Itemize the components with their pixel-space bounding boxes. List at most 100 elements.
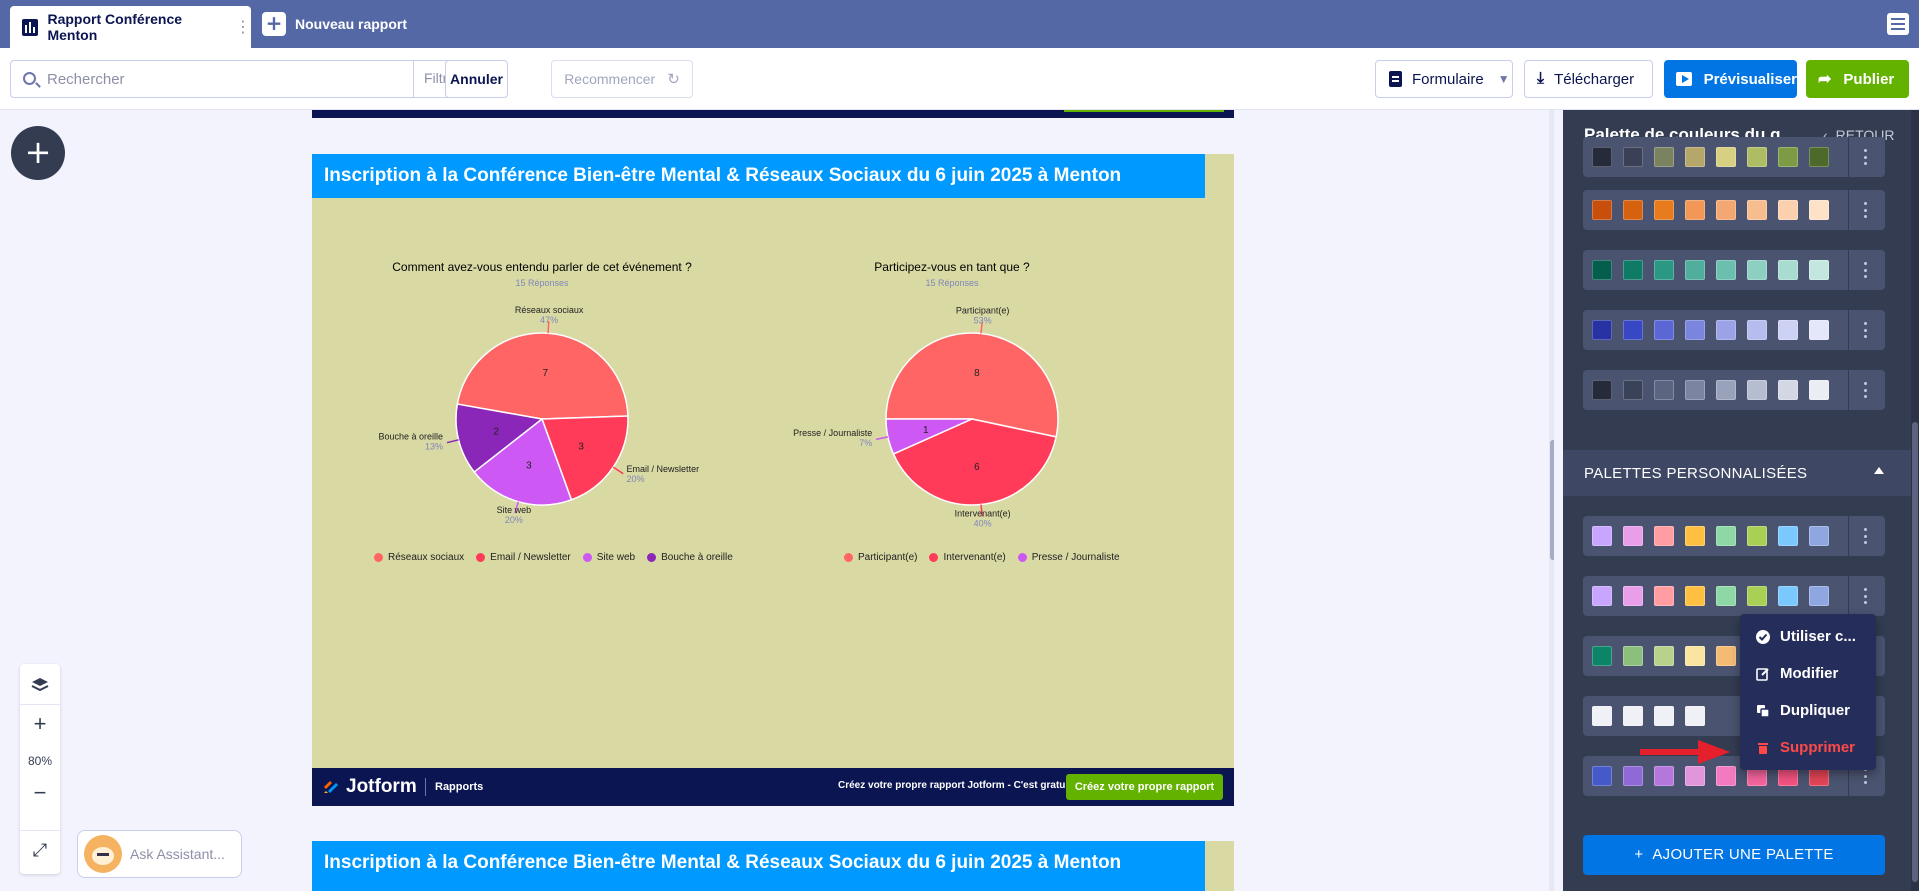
edit-palette-item[interactable]: Modifier: [1740, 655, 1876, 692]
more-options-icon[interactable]: [1864, 262, 1868, 278]
duplicate-palette-label: Dupliquer: [1780, 702, 1850, 719]
add-palette-button[interactable]: + AJOUTER UNE PALETTE: [1583, 835, 1885, 875]
palette-row[interactable]: [1583, 516, 1885, 556]
canvas-scrollbar[interactable]: [1549, 110, 1554, 891]
palette-row[interactable]: [1583, 370, 1885, 410]
tab-rapport-conference[interactable]: Rapport Conférence Menton ⋮: [10, 6, 251, 48]
color-swatch: [1623, 646, 1643, 666]
more-options-icon[interactable]: [1864, 202, 1868, 218]
use-palette-item[interactable]: Utiliser c...: [1740, 618, 1876, 655]
legend-item[interactable]: Intervenant(e): [929, 552, 1006, 563]
color-swatch: [1654, 147, 1674, 167]
use-palette-label: Utiliser c...: [1780, 628, 1856, 645]
color-swatch: [1654, 586, 1674, 606]
color-swatch: [1654, 260, 1674, 280]
download-button[interactable]: ⤓ Télécharger: [1524, 60, 1653, 98]
publish-button[interactable]: ➦ Publier: [1806, 60, 1909, 98]
color-swatch: [1778, 586, 1798, 606]
more-options-icon[interactable]: [1864, 528, 1868, 544]
duplicate-palette-item[interactable]: Dupliquer: [1740, 692, 1876, 729]
palette-row[interactable]: [1583, 310, 1885, 350]
more-options-icon[interactable]: [1864, 588, 1868, 604]
pie-slice[interactable]: [456, 332, 629, 420]
fullscreen-icon[interactable]: ⤢: [32, 840, 48, 860]
form-dropdown[interactable]: Formulaire ▼: [1375, 60, 1513, 98]
more-options-icon[interactable]: [1864, 382, 1868, 398]
redo-button[interactable]: Recommencer ↻: [551, 60, 693, 98]
undo-button[interactable]: Annuler: [445, 60, 508, 98]
zoom-in-button[interactable]: +: [33, 711, 47, 736]
new-report-button[interactable]: + Nouveau rapport: [262, 12, 407, 36]
preview-button[interactable]: Prévisualiser: [1664, 60, 1797, 98]
color-swatch: [1654, 320, 1674, 340]
color-swatch: [1716, 766, 1736, 786]
legend-swatch: [647, 553, 657, 562]
legend-item[interactable]: Site web: [582, 552, 635, 563]
layers-icon[interactable]: [30, 676, 50, 694]
pie-slice[interactable]: [885, 418, 973, 455]
palette-row[interactable]: [1583, 576, 1885, 616]
slice-category-label: Bouche à oreille: [378, 432, 443, 442]
slice-value-label: 3: [526, 460, 532, 471]
plus-icon: +: [262, 12, 286, 36]
color-swatch: [1716, 147, 1736, 167]
color-swatch: [1716, 200, 1736, 220]
report-page-2[interactable]: Inscription à la Conférence Bien-être Me…: [312, 841, 1234, 891]
zoom-level: 80%: [27, 754, 53, 768]
palette-row[interactable]: [1583, 190, 1885, 230]
zoom-out-button[interactable]: −: [33, 780, 47, 805]
jotform-logo-icon: [324, 781, 338, 793]
footer-cta-button[interactable]: Créez votre propre rapport: [1066, 774, 1223, 800]
pie-slice[interactable]: [455, 403, 544, 473]
form-icon: [1389, 71, 1402, 87]
palette-row[interactable]: [1583, 250, 1885, 290]
form-label: Formulaire: [1412, 70, 1484, 88]
legend-label: Participant(e): [858, 552, 918, 563]
color-swatch: [1623, 147, 1643, 167]
custom-palettes-header[interactable]: PALETTES PERSONNALISÉES: [1563, 450, 1919, 496]
color-swatch: [1716, 586, 1736, 606]
search-input[interactable]: Rechercher Filtre ▼: [10, 60, 485, 98]
palette-row[interactable]: [1583, 137, 1885, 177]
report-page[interactable]: Inscription à la Conférence Bien-être Me…: [312, 154, 1234, 806]
slice-leader-line: [980, 504, 983, 517]
color-swatch: [1747, 586, 1767, 606]
pie-slice[interactable]: [885, 332, 1059, 438]
preview-icon: [1676, 72, 1692, 86]
legend-item[interactable]: Bouche à oreille: [647, 552, 733, 563]
color-swatch: [1592, 147, 1612, 167]
edit-palette-label: Modifier: [1780, 665, 1839, 682]
color-swatch: [1623, 766, 1643, 786]
add-element-button[interactable]: +: [11, 126, 65, 180]
slice-category-label: Presse / Journaliste: [793, 428, 872, 438]
legend-item[interactable]: Presse / Journaliste: [1017, 552, 1120, 563]
color-swatch: [1592, 200, 1612, 220]
custom-palettes-label: PALETTES PERSONNALISÉES: [1584, 465, 1808, 482]
color-swatch: [1623, 706, 1643, 726]
ask-assistant-button[interactable]: Ask Assistant...: [77, 830, 242, 878]
slice-category-label: Site web: [497, 505, 532, 515]
color-swatch: [1592, 526, 1612, 546]
palette-row[interactable]: [1583, 756, 1885, 796]
more-options-icon[interactable]: [1864, 149, 1868, 165]
legend-item[interactable]: Réseaux sociaux: [374, 552, 464, 563]
page-2-title[interactable]: Inscription à la Conférence Bien-être Me…: [312, 841, 1205, 891]
legend-swatch: [476, 553, 486, 562]
row-divider: [1848, 137, 1849, 177]
legend-item[interactable]: Email / Newsletter: [476, 552, 571, 563]
menu-icon[interactable]: [1887, 13, 1909, 35]
legend-label: Intervenant(e): [943, 552, 1006, 563]
more-options-icon[interactable]: [1864, 322, 1868, 338]
delete-palette-item[interactable]: Supprimer: [1740, 729, 1876, 766]
chart-2-pie[interactable]: 8 Participant(e)53% 6 Intervenant(e)40% 1 Pre…: [742, 294, 1202, 554]
tab-more-icon[interactable]: ⋮: [235, 17, 251, 36]
panel-scrollbar[interactable]: [1911, 110, 1919, 891]
legend-item[interactable]: Participant(e): [844, 552, 917, 563]
color-swatch: [1623, 586, 1643, 606]
more-options-icon[interactable]: [1864, 768, 1868, 784]
slice-value-label: 1: [923, 425, 929, 436]
slice-percent-label: 53%: [974, 316, 992, 326]
page-title[interactable]: Inscription à la Conférence Bien-être Me…: [312, 154, 1205, 198]
color-swatch: [1778, 320, 1798, 340]
